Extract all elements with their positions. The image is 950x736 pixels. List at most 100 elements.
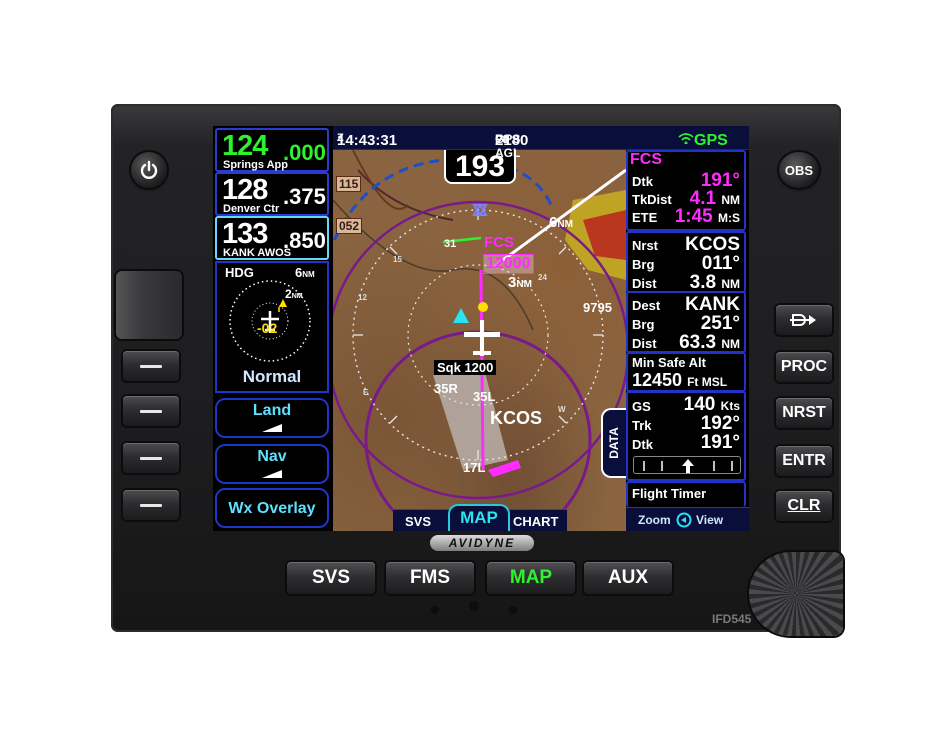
tab-svs[interactable]: SVS <box>405 514 432 529</box>
wifi-icon <box>678 133 694 145</box>
zoom-view-bar[interactable]: Zoom View <box>626 507 749 531</box>
direct-to-button[interactable] <box>776 305 832 335</box>
wx-overlay-toggle[interactable]: Wx Overlay <box>215 488 329 528</box>
freq-name: Denver Ctr <box>223 203 280 215</box>
inset-range-inner: 2NM <box>285 287 303 301</box>
runway-35r-label: 35R <box>434 381 458 396</box>
heading-readout: 193 <box>444 150 516 184</box>
range-value: 3 <box>508 274 517 291</box>
page-tabs: SVS MAP CHART <box>393 504 567 531</box>
traffic-altitude: -02 <box>257 320 278 336</box>
data-tab-label: DATA <box>607 427 621 459</box>
inset-mode: Normal <box>242 367 302 386</box>
nrst-button[interactable]: NRST <box>776 398 832 428</box>
land-toggle[interactable]: Land <box>215 398 329 438</box>
left-line-key-4[interactable] <box>123 490 179 520</box>
dash-icon <box>140 409 162 413</box>
svg-text:E: E <box>363 388 369 397</box>
dest-dist-label: Dist <box>632 336 657 351</box>
left-line-key-1[interactable] <box>123 351 179 381</box>
ramp-icon <box>262 470 282 478</box>
map-button[interactable]: MAP <box>487 562 575 594</box>
active-waypoint-box[interactable]: FCS Dtk 191° TkDist 4.1 NM ETE 1:45 M:S <box>626 150 746 231</box>
entr-button[interactable]: ENTR <box>776 446 832 476</box>
left-line-key-3[interactable] <box>123 443 179 473</box>
time-value: 14:43:31 <box>337 132 398 149</box>
svg-text:24: 24 <box>538 273 547 282</box>
dest-value: KANK <box>685 294 740 315</box>
com-frequency-monitor[interactable]: 133 .850 KANK AWOS <box>215 216 329 260</box>
nearest-box[interactable]: Nrst KCOS Brg 011° Dist 3.8 NM <box>626 231 746 293</box>
range-unit: NM <box>557 219 573 230</box>
left-line-key-2[interactable] <box>123 396 179 426</box>
right-knob[interactable] <box>749 552 843 636</box>
svg-text:15: 15 <box>393 255 402 264</box>
fms-button[interactable]: FMS <box>386 562 474 594</box>
dest-dist-number: 63.3 <box>679 332 717 353</box>
left-knob[interactable] <box>116 271 182 339</box>
gps-agl-label: GPS AGL <box>495 132 521 160</box>
obs-button[interactable]: OBS <box>779 152 819 188</box>
dtk2-value: 191° <box>700 432 740 453</box>
freq-decimal: .000 <box>283 140 326 165</box>
aux-button[interactable]: AUX <box>584 562 672 594</box>
inset-range-rings <box>229 280 311 362</box>
tkdist-number: 4.1 <box>689 188 717 209</box>
nrst-dist-unit: NM <box>721 277 740 291</box>
flight-timer-box[interactable]: Flight Timer <box>626 481 746 507</box>
cdi-scale <box>643 459 733 473</box>
dest-brg-value: 251° <box>700 313 740 334</box>
zoom-label: Zoom <box>638 513 671 527</box>
direct-to-icon <box>790 314 816 326</box>
lsk-label: Wx Overlay <box>228 500 316 517</box>
proc-button[interactable]: PROC <box>776 352 832 382</box>
com-frequency-standby[interactable]: 128 .375 Denver Ctr <box>215 172 329 216</box>
range-ring-outer-label: 6NM <box>549 214 573 231</box>
com-frequency-active[interactable]: 124 .000 Springs App <box>215 128 329 172</box>
gps-status-label: GPS <box>694 132 728 149</box>
freq-decimal: .375 <box>283 184 326 209</box>
traffic-inset[interactable]: HDG 6NM 2NM -02 Normal <box>215 261 329 393</box>
range-unit: NM <box>302 270 315 279</box>
range-value: 6 <box>549 214 558 231</box>
msa-box[interactable]: Min Safe Alt 12450 Ft MSL <box>626 352 746 392</box>
dtk2-label: Dtk <box>632 437 653 452</box>
dash-icon <box>140 503 162 507</box>
svg-text:12: 12 <box>358 293 367 302</box>
nrst-brg-value: 011° <box>701 253 740 274</box>
freq-decimal: .850 <box>283 228 326 253</box>
groundspeed-track-box[interactable]: GS 140 Kts Trk 192° Dtk 191° <box>626 391 746 481</box>
knob-icon <box>676 512 692 528</box>
power-button[interactable] <box>131 152 167 188</box>
altitude-constraint: 12000 <box>483 254 534 274</box>
tkdist-unit: NM <box>721 193 740 207</box>
trk-label: Trk <box>632 418 652 433</box>
obstacle-label: 115 <box>336 176 362 192</box>
runway-31-label: 31 <box>444 238 457 250</box>
range-unit: NM <box>516 279 532 290</box>
gps-agl-unit: Ft <box>495 132 507 146</box>
inset-range-outer: 6NM <box>295 265 315 280</box>
data-tab[interactable]: DATA <box>601 408 626 478</box>
clr-button[interactable]: CLR <box>776 491 832 521</box>
nrst-dist-value: 3.8 NM <box>690 272 740 294</box>
dtk-label: Dtk <box>632 174 653 189</box>
nrst-dist-number: 3.8 <box>689 272 717 293</box>
waypoint-fcs-label: FCS <box>484 234 514 251</box>
tkdist-value: 4.1 NM <box>690 188 740 210</box>
msa-value: 12450 Ft MSL <box>632 370 727 391</box>
gps-status: GPS <box>678 129 728 149</box>
gs-label: GS <box>632 399 651 414</box>
tab-chart[interactable]: CHART <box>513 514 559 529</box>
brand-logo: AVIDYNE <box>430 535 534 551</box>
svs-button[interactable]: SVS <box>287 562 375 594</box>
airport-label: KCOS <box>490 408 543 428</box>
tab-map-label: MAP <box>460 508 498 527</box>
lsk-label: Land <box>252 402 292 419</box>
moving-map[interactable]: 15 12 E W 24 193 115 052 FCS 12000 31 6N… <box>333 150 626 531</box>
nav-toggle[interactable]: Nav <box>215 444 329 484</box>
tab-map[interactable]: MAP <box>448 504 510 531</box>
destination-box[interactable]: Dest KANK Brg 251° Dist 63.3 NM <box>626 291 746 353</box>
svg-text:W: W <box>558 405 566 414</box>
map-graphics: 15 12 E W 24 <box>333 150 626 531</box>
